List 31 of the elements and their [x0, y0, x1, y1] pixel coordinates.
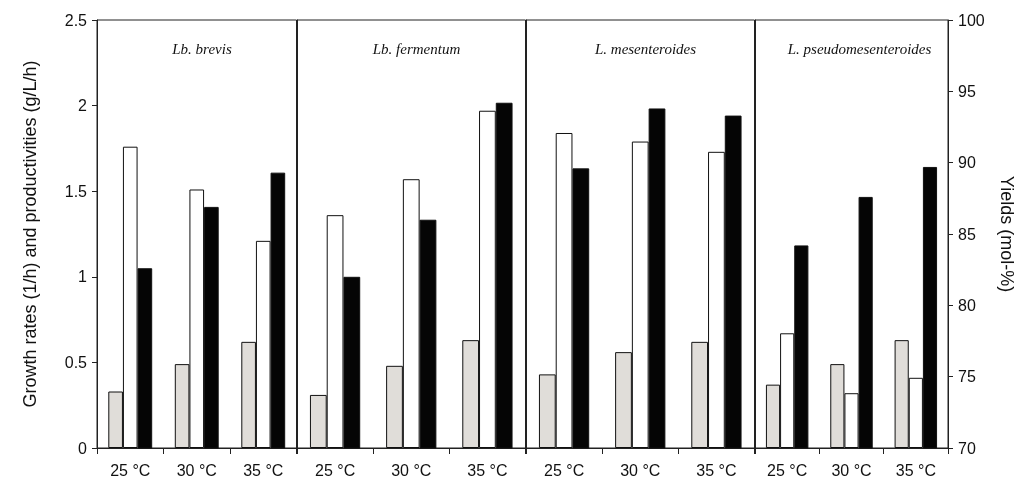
x-tick-label: 30 °C [620, 461, 661, 479]
x-tick-label: 35 °C [895, 461, 936, 479]
x-tick-label: 30 °C [176, 461, 217, 479]
x-tick-label: 25 °C [543, 461, 585, 479]
y2-axis-title: Yields (mol-%) [997, 175, 1017, 293]
y2-tick-label: 100 [958, 11, 985, 29]
x-tick-label: 25 °C [767, 461, 808, 479]
y-tick-label: 2 [78, 97, 88, 115]
x-tick-label: 30 °C [831, 461, 872, 479]
y2-tick-label: 70 [958, 439, 976, 457]
text: L. mesenteroides [593, 40, 697, 57]
x-tick-label: 25 °C [110, 461, 151, 479]
y-tick-label: 2.5 [64, 11, 88, 29]
y2-tick-label: 80 [958, 296, 976, 314]
y-tick-label: 1 [78, 268, 88, 286]
text: Lb. brevis [171, 40, 232, 57]
x-tick-label: 30 °C [391, 461, 432, 479]
x-tick-label: 25 °C [314, 461, 356, 479]
x-tick-label: 35 °C [243, 461, 284, 479]
y2-tick-label: 85 [958, 225, 976, 243]
y2-tick-label: 95 [958, 82, 976, 100]
y-tick-label: 0 [78, 439, 88, 457]
y-tick-label: 1.5 [64, 182, 88, 200]
y-axis-title: Growth rates (1/h) and productivities (g/L/h) [20, 60, 40, 408]
x-tick-label: 35 °C [696, 461, 737, 479]
y-tick-label: 0.5 [64, 353, 88, 371]
text: Lb. fermentum [371, 40, 461, 57]
y2-tick-label: 75 [958, 368, 976, 386]
y2-tick-label: 90 [958, 154, 976, 172]
x-tick-label: 35 °C [467, 461, 508, 479]
text: L. pseudomesenteroides [786, 40, 932, 57]
